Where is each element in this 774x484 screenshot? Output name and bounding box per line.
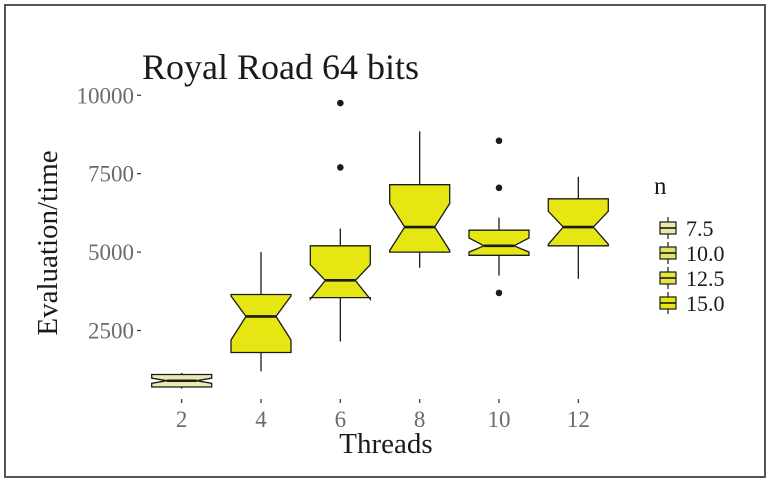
notched-box — [547, 198, 609, 247]
outlier-point — [495, 184, 503, 192]
x-axis: 2 4 6 8 10 12 — [176, 399, 590, 432]
x-tick-label: 4 — [255, 407, 267, 432]
notched-box — [468, 229, 530, 256]
x-tick-label: 10 — [488, 407, 511, 432]
box-10 — [468, 137, 530, 297]
y-axis-title: Evaluation/time — [32, 150, 64, 335]
notched-box — [389, 184, 451, 253]
x-tick-label: 8 — [414, 407, 426, 432]
y-axis: 2500 5000 7500 10000 — [77, 83, 141, 344]
outlier-point — [495, 289, 503, 297]
notched-box — [309, 245, 371, 302]
outlier-point — [337, 99, 344, 107]
y-tick-label: 5000 — [88, 240, 134, 265]
legend-label: 7.5 — [686, 216, 714, 241]
x-tick-label: 2 — [176, 407, 188, 432]
box-6 — [309, 99, 371, 342]
legend-label: 12.5 — [686, 266, 725, 291]
chart-title: Royal Road 64 bits — [142, 47, 419, 87]
box-2 — [151, 372, 213, 389]
x-tick-label: 6 — [335, 407, 347, 432]
y-tick-label: 2500 — [88, 319, 134, 344]
legend-title: n — [654, 173, 667, 200]
chart-frame — [4, 4, 766, 478]
box-12 — [547, 176, 609, 279]
legend-label: 10.0 — [686, 241, 725, 266]
legend-label: 15.0 — [686, 291, 725, 316]
y-tick-label: 10000 — [77, 83, 135, 108]
box-series — [151, 99, 609, 389]
outlier-point — [495, 137, 503, 145]
x-axis-title: Threads — [339, 428, 432, 460]
box-4 — [230, 252, 292, 372]
x-tick-label: 12 — [567, 407, 590, 432]
outlier-point — [337, 164, 344, 171]
legend: 7.510.012.515.0 — [659, 216, 725, 316]
box-8 — [389, 131, 451, 268]
notched-box — [230, 293, 292, 354]
y-tick-label: 7500 — [88, 162, 134, 187]
